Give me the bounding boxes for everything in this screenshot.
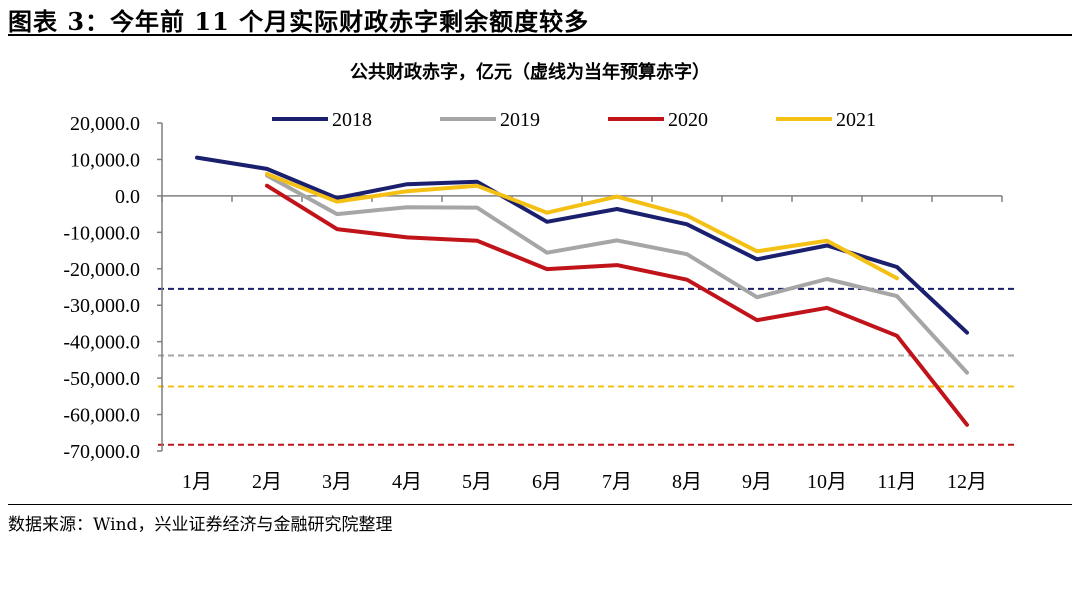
legend-label-2019: 2019 (500, 109, 540, 131)
series-line-2019 (265, 173, 969, 375)
chart-legend: 2018 2019 2020 2021 (272, 109, 876, 131)
legend-label-2021: 2021 (836, 109, 876, 131)
x-tick-label: 10月 (807, 471, 847, 493)
x-tick-label: 4月 (392, 471, 422, 493)
chart-series (195, 155, 969, 427)
budget-deficit-lines (158, 287, 1018, 446)
source-note: 数据来源：Wind，兴业证券经济与金融研究院整理 (8, 515, 393, 535)
bottom-divider (8, 504, 1072, 505)
y-tick-label: 10,000.0 (70, 149, 140, 171)
series-line-2020 (265, 183, 969, 427)
legend-label-2018: 2018 (332, 109, 372, 131)
x-tick-label: 7月 (602, 471, 632, 493)
x-tick-label: 9月 (742, 471, 772, 493)
y-tick-label: -30,000.0 (63, 295, 140, 317)
x-tick-label: 11月 (877, 471, 916, 493)
chart-axes: 20,000.0 10,000.0 0.0 -10,000.0 -20,000.0 -30… (63, 113, 1003, 493)
line-chart: 公共财政赤字，亿元（虚线为当年预算赤字） 2018 2019 2020 2021 20… (63, 61, 1018, 493)
series-line-2021 (265, 172, 899, 281)
y-tick-label: -20,000.0 (63, 259, 140, 281)
x-tick-label: 5月 (462, 471, 492, 493)
x-tick-label: 1月 (182, 471, 212, 493)
chart-title: 公共财政赤字，亿元（虚线为当年预算赤字） (350, 61, 710, 83)
y-tick-label: 0.0 (115, 186, 140, 208)
figure-title: 图表 3：今年前 11 个月实际财政赤字剩余额度较多 (8, 7, 590, 36)
x-tick-label: 3月 (322, 471, 352, 493)
top-divider (8, 34, 1072, 36)
y-tick-label: -10,000.0 (63, 222, 140, 244)
y-tick-label: -50,000.0 (63, 368, 140, 390)
x-tick-label: 6月 (532, 471, 562, 493)
y-tick-label: -40,000.0 (63, 332, 140, 354)
x-tick-label: 2月 (252, 471, 282, 493)
y-tick-label: -70,000.0 (63, 441, 140, 463)
y-tick-label: 20,000.0 (70, 113, 140, 135)
x-tick-label: 8月 (672, 471, 702, 493)
y-tick-label: -60,000.0 (63, 405, 140, 427)
x-tick-label: 12月 (947, 471, 987, 493)
legend-label-2020: 2020 (668, 109, 708, 131)
